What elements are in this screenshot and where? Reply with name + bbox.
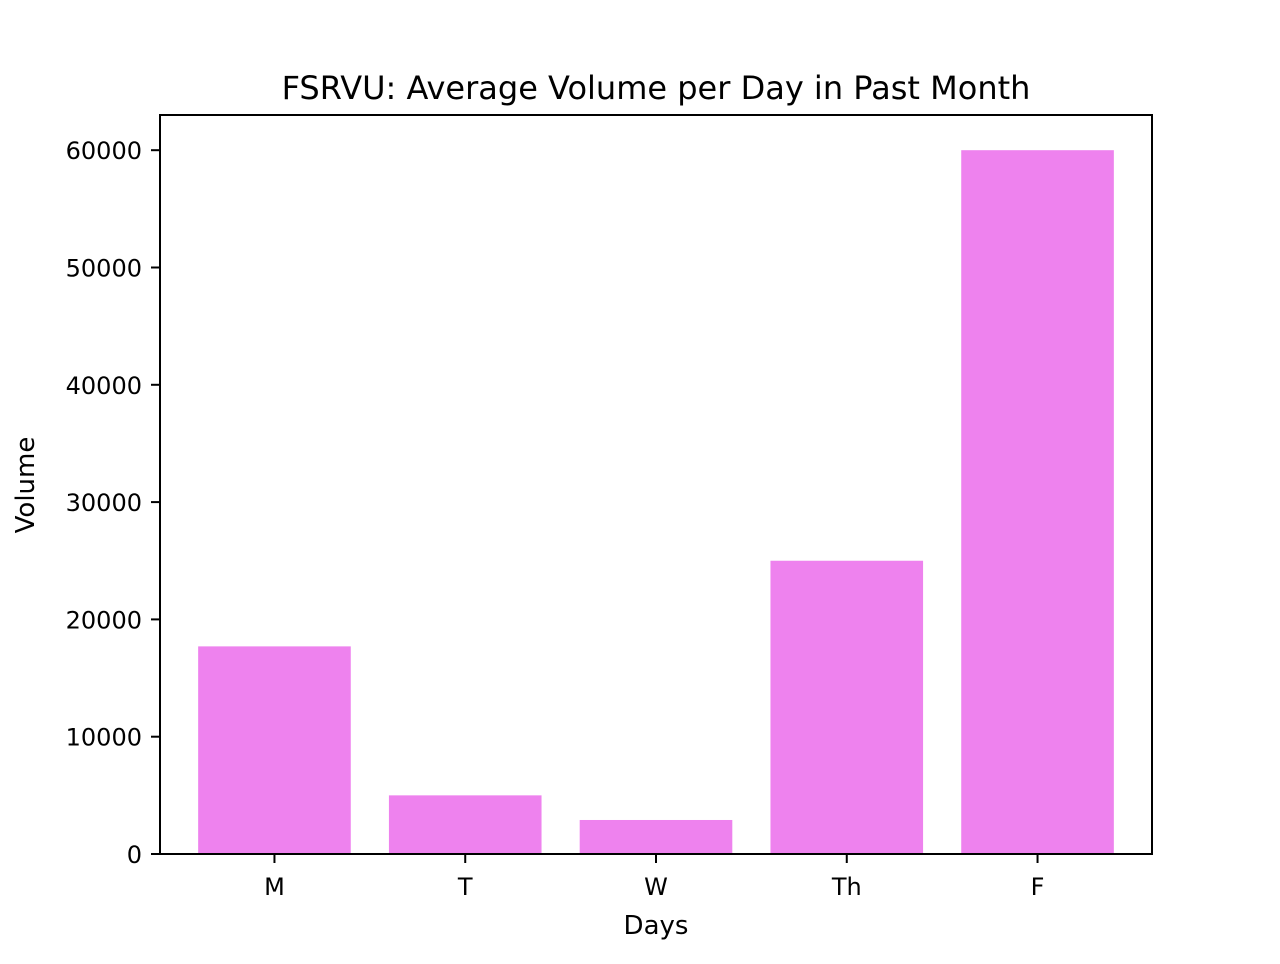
chart-title: FSRVU: Average Volume per Day in Past Mo… <box>282 69 1031 107</box>
bar-t <box>388 795 542 854</box>
bar-m <box>198 646 351 854</box>
y-tick-label: 20000 <box>66 606 142 634</box>
bars-group <box>198 150 1114 854</box>
y-tick-label: 30000 <box>66 489 142 517</box>
x-tick-label: T <box>457 873 473 901</box>
y-tick-label: 10000 <box>66 724 142 752</box>
y-tick-label: 0 <box>127 841 142 869</box>
bar-th <box>770 560 924 854</box>
x-tick-label: Th <box>831 873 862 901</box>
x-tick-label: M <box>264 873 285 901</box>
y-tick-label: 40000 <box>66 372 142 400</box>
y-axis-label: Volume <box>11 437 41 534</box>
y-tick-label: 60000 <box>66 137 142 165</box>
y-axis: 0 10000 20000 30000 40000 50000 60000 <box>66 137 160 869</box>
bar-f <box>961 150 1114 854</box>
x-axis-label: Days <box>624 911 689 941</box>
axes-frame <box>159 114 1153 855</box>
bar-w <box>579 819 733 854</box>
y-tick-label: 50000 <box>66 254 142 282</box>
x-tick-label: W <box>644 873 668 901</box>
x-tick-label: F <box>1031 873 1045 901</box>
x-axis: M T W Th F <box>264 854 1044 901</box>
